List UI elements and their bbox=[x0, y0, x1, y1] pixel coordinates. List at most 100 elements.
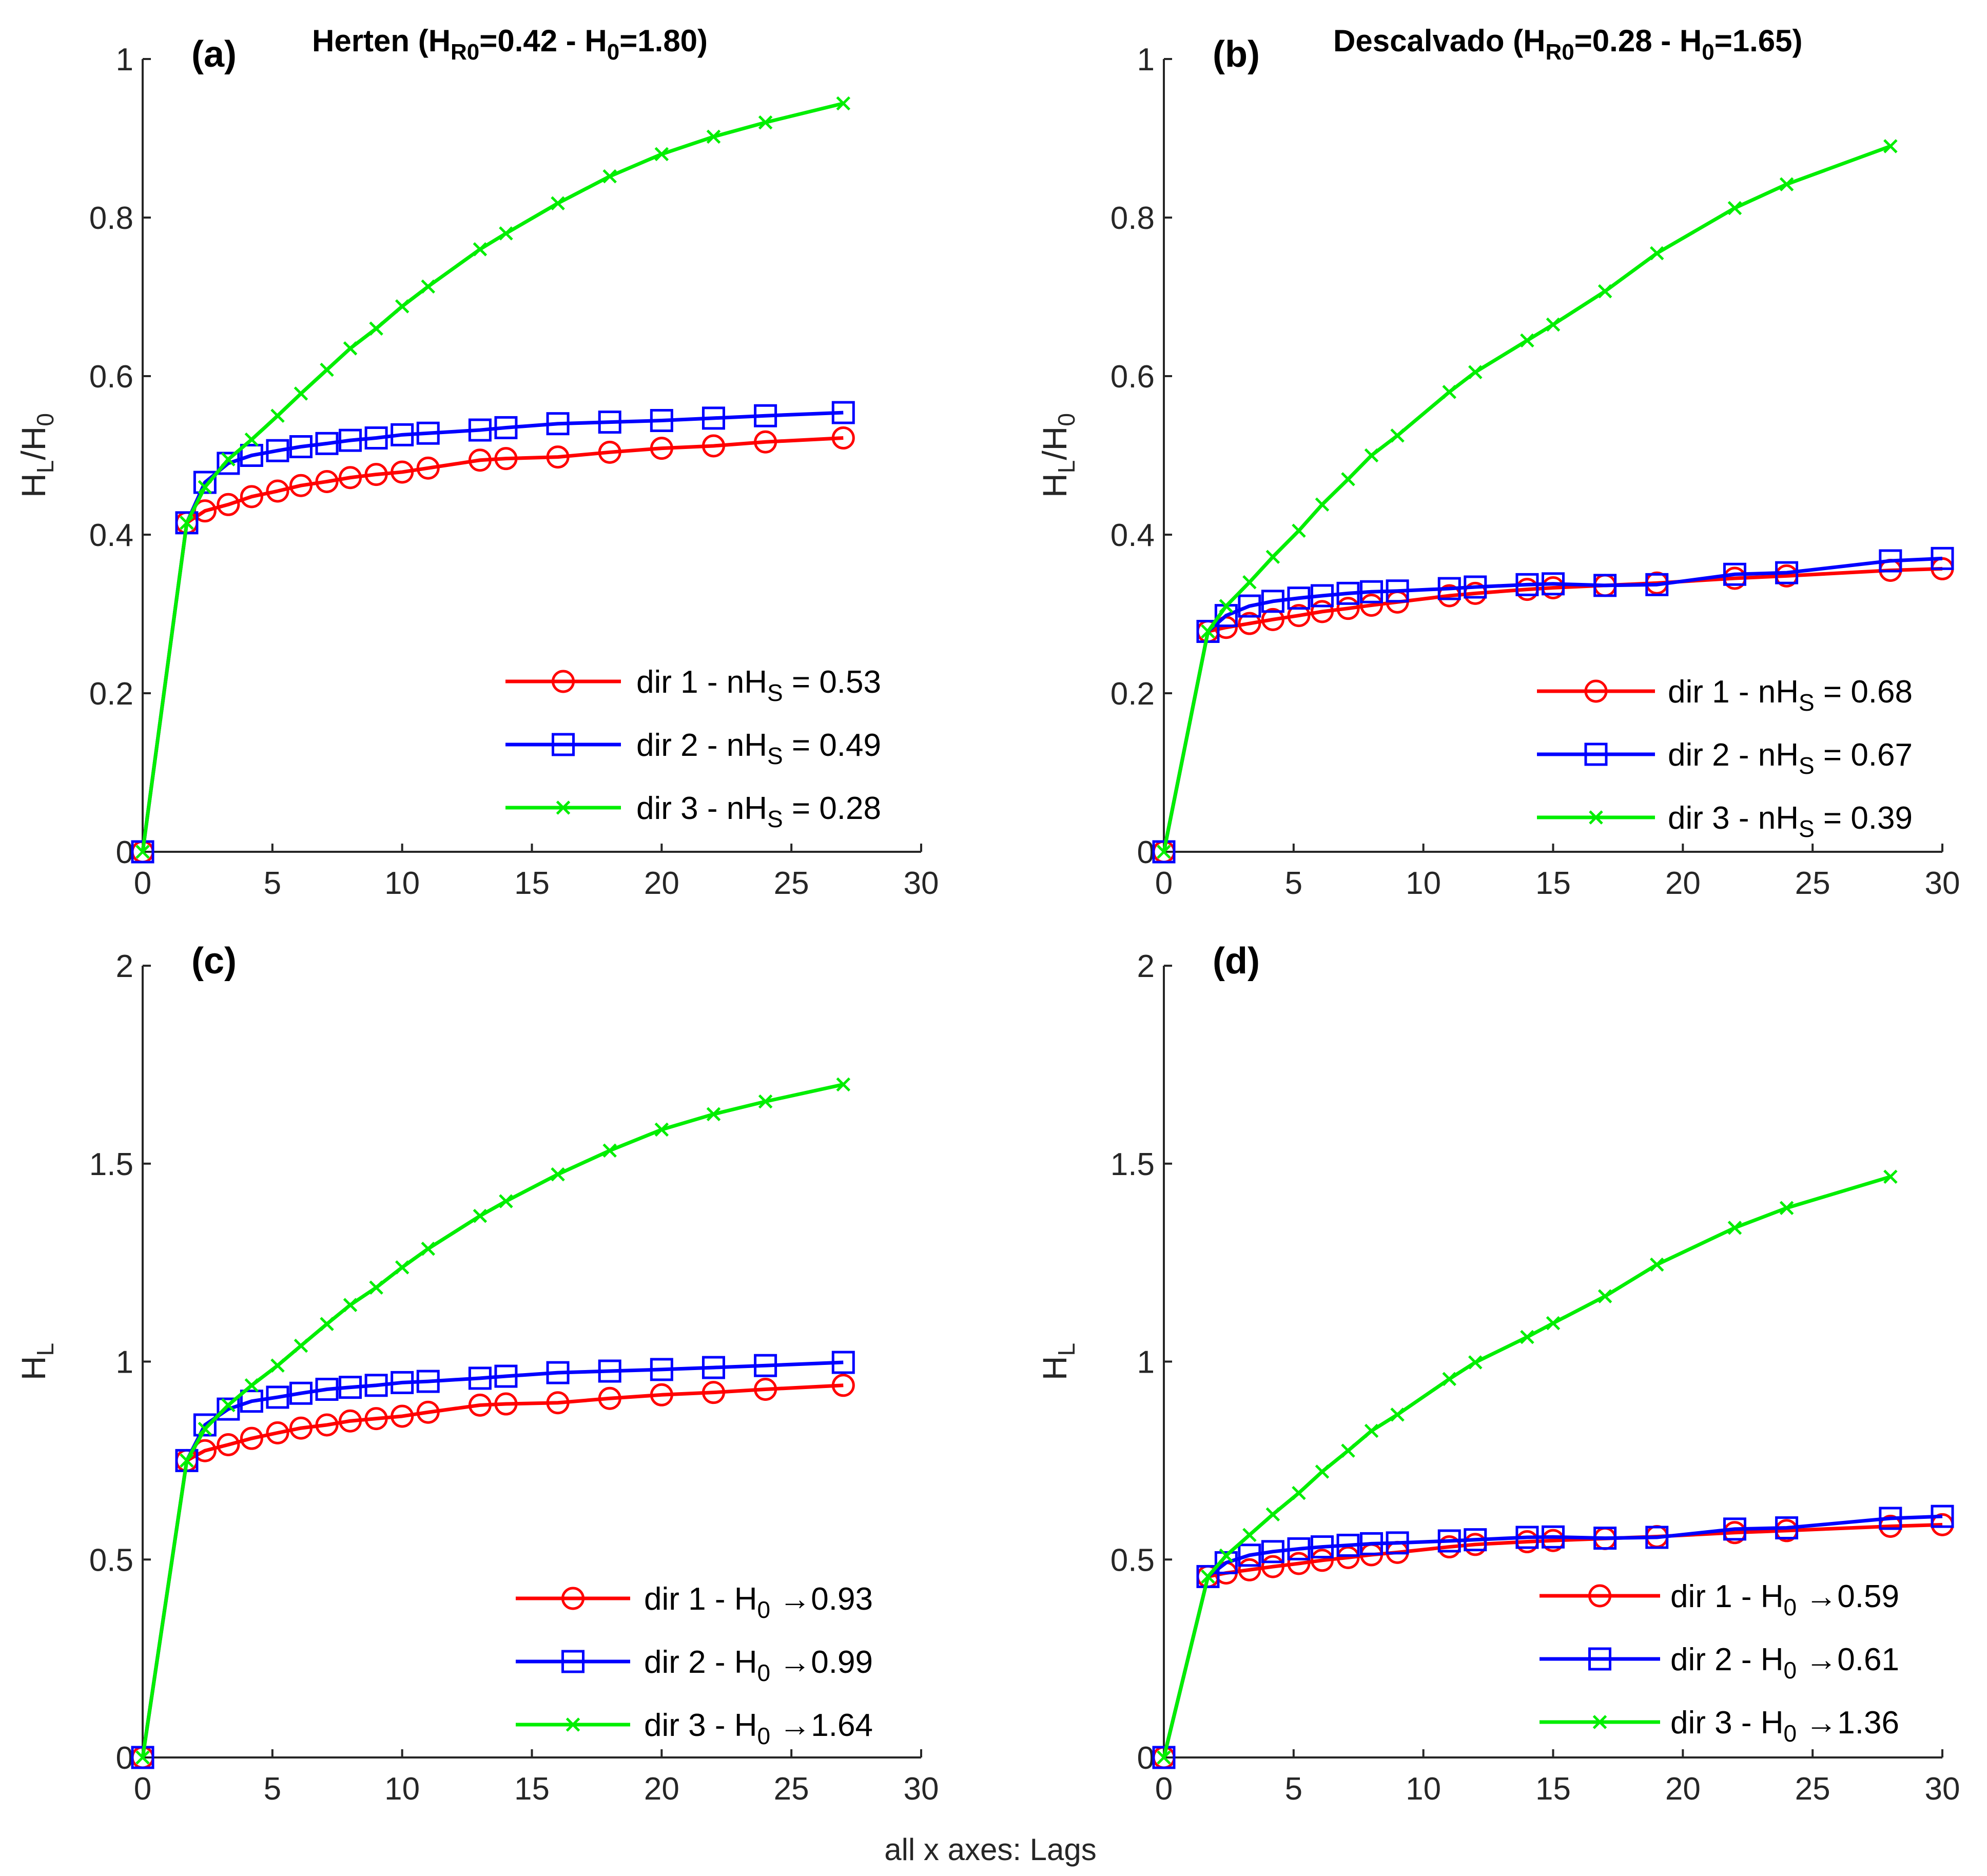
x-tick-label: 0 bbox=[134, 866, 151, 901]
y-tick-label: 0.8 bbox=[89, 201, 133, 236]
y-tick-label: 0.4 bbox=[89, 518, 133, 553]
panel-title: Descalvado (HR0=0.28 - H0=1.65) bbox=[1333, 24, 1803, 65]
x-tick-label: 5 bbox=[1285, 1771, 1302, 1807]
data-point bbox=[1469, 366, 1482, 378]
legend-entry-label: dir 1 - H0 →0.93 bbox=[644, 1581, 873, 1623]
data-point bbox=[271, 409, 284, 422]
y-tick-label: 2 bbox=[116, 949, 133, 984]
y-axis-label: HL/H0 bbox=[14, 413, 59, 498]
y-tick-label: 0 bbox=[1137, 835, 1155, 870]
x-tick-label: 15 bbox=[514, 1771, 550, 1807]
footer-xlabel: all x axes: Lags bbox=[884, 1832, 1097, 1867]
x-tick-label: 25 bbox=[1795, 1771, 1830, 1807]
data-point bbox=[344, 1299, 357, 1311]
x-tick-label: 30 bbox=[1925, 866, 1960, 901]
data-point bbox=[396, 1261, 408, 1274]
x-tick-label: 20 bbox=[1665, 866, 1701, 901]
x-tick-label: 15 bbox=[1535, 866, 1571, 901]
series-line bbox=[143, 413, 843, 852]
data-point bbox=[321, 1318, 333, 1330]
data-point bbox=[370, 322, 382, 335]
data-point bbox=[474, 243, 486, 256]
data-point bbox=[500, 227, 512, 240]
panels: 05101520253000.20.40.60.81HL/H0(a)Herten… bbox=[14, 24, 1960, 1807]
data-point bbox=[1547, 319, 1560, 331]
data-point bbox=[474, 1210, 486, 1222]
y-tick-label: 0.6 bbox=[89, 359, 133, 395]
x-tick-label: 15 bbox=[514, 866, 550, 901]
data-point bbox=[422, 280, 434, 292]
legend-entry-label: dir 2 - H0 →0.61 bbox=[1670, 1642, 1899, 1684]
panel-title: Herten (HR0=0.42 - H0=1.80) bbox=[312, 24, 708, 65]
x-tick-label: 20 bbox=[644, 866, 679, 901]
data-point bbox=[1547, 1317, 1560, 1330]
data-point bbox=[1443, 386, 1455, 398]
panel-label: (b) bbox=[1213, 34, 1260, 75]
y-tick-label: 0.8 bbox=[1111, 201, 1155, 236]
panel-a: 05101520253000.20.40.60.81HL/H0(a)Herten… bbox=[14, 24, 939, 901]
data-point bbox=[1469, 1356, 1482, 1369]
y-tick-label: 0.5 bbox=[1111, 1542, 1155, 1578]
data-point bbox=[1391, 1409, 1404, 1421]
x-tick-label: 30 bbox=[904, 1771, 939, 1807]
x-tick-label: 5 bbox=[1285, 866, 1302, 901]
figure: 05101520253000.20.40.60.81HL/H0(a)Herten… bbox=[0, 0, 1987, 1876]
data-point bbox=[1293, 524, 1305, 537]
y-tick-label: 0 bbox=[116, 835, 133, 870]
y-tick-label: 0.2 bbox=[1111, 676, 1155, 712]
y-tick-label: 1.5 bbox=[89, 1147, 133, 1182]
series-line bbox=[143, 438, 843, 852]
legend: dir 1 - H0 →0.59dir 2 - H0 →0.61dir 3 - … bbox=[1540, 1579, 1899, 1747]
legend-entry-label: dir 3 - nHS = 0.28 bbox=[636, 791, 881, 832]
legend-entry-label: dir 1 - nHS = 0.68 bbox=[1668, 674, 1913, 716]
y-axis-label: HL bbox=[14, 1343, 59, 1380]
y-tick-label: 1.5 bbox=[1111, 1147, 1155, 1182]
x-tick-label: 20 bbox=[644, 1771, 679, 1807]
legend-entry-label: dir 1 - H0 →0.59 bbox=[1670, 1579, 1899, 1620]
panel-c: 05101520253000.511.52HL(c)dir 1 - H0 →0.… bbox=[14, 941, 939, 1807]
y-tick-label: 0.5 bbox=[89, 1542, 133, 1578]
data-point bbox=[1316, 498, 1328, 511]
data-point bbox=[1243, 1529, 1256, 1541]
legend: dir 1 - nHS = 0.68dir 2 - nHS = 0.67dir … bbox=[1537, 674, 1913, 842]
data-point bbox=[422, 1243, 434, 1255]
x-tick-label: 30 bbox=[1925, 1771, 1960, 1807]
data-point bbox=[1599, 1290, 1611, 1302]
panel-d: 05101520253000.511.52HL(d)dir 1 - H0 →0.… bbox=[1036, 941, 1960, 1807]
y-tick-label: 1 bbox=[116, 42, 133, 77]
x-tick-label: 20 bbox=[1665, 1771, 1701, 1807]
panel-label: (d) bbox=[1213, 941, 1260, 982]
y-tick-label: 0.2 bbox=[89, 676, 133, 712]
y-axis-label: HL bbox=[1036, 1343, 1080, 1380]
x-tick-label: 10 bbox=[384, 866, 420, 901]
legend: dir 1 - H0 →0.93dir 2 - H0 →0.99dir 3 - … bbox=[516, 1581, 873, 1749]
x-tick-label: 25 bbox=[774, 1771, 809, 1807]
data-point bbox=[295, 387, 307, 400]
data-point bbox=[321, 364, 333, 376]
y-tick-label: 1 bbox=[1137, 42, 1155, 77]
data-point bbox=[344, 342, 357, 355]
legend-entry-label: dir 2 - nHS = 0.67 bbox=[1668, 737, 1913, 779]
data-point bbox=[1521, 1331, 1533, 1343]
data-point bbox=[552, 197, 564, 209]
series-line bbox=[143, 1362, 843, 1757]
y-tick-label: 0.4 bbox=[1111, 518, 1155, 553]
data-point bbox=[271, 1359, 284, 1372]
data-point bbox=[295, 1340, 307, 1352]
data-point bbox=[1243, 576, 1256, 589]
legend-entry-label: dir 1 - nHS = 0.53 bbox=[636, 665, 881, 706]
data-point bbox=[1366, 1425, 1378, 1437]
x-tick-label: 5 bbox=[264, 866, 281, 901]
data-point bbox=[1443, 1373, 1455, 1385]
data-point bbox=[500, 1195, 512, 1207]
x-tick-label: 0 bbox=[1155, 1771, 1173, 1807]
series-dir-2 bbox=[132, 1352, 853, 1768]
x-tick-label: 0 bbox=[1155, 866, 1173, 901]
legend-entry-label: dir 2 - H0 →0.99 bbox=[644, 1645, 873, 1686]
x-tick-label: 10 bbox=[384, 1771, 420, 1807]
data-point bbox=[1651, 1258, 1663, 1271]
data-point bbox=[1267, 1508, 1279, 1520]
x-tick-label: 0 bbox=[134, 1771, 151, 1807]
data-point bbox=[1267, 551, 1279, 563]
panel-label: (c) bbox=[191, 941, 237, 982]
